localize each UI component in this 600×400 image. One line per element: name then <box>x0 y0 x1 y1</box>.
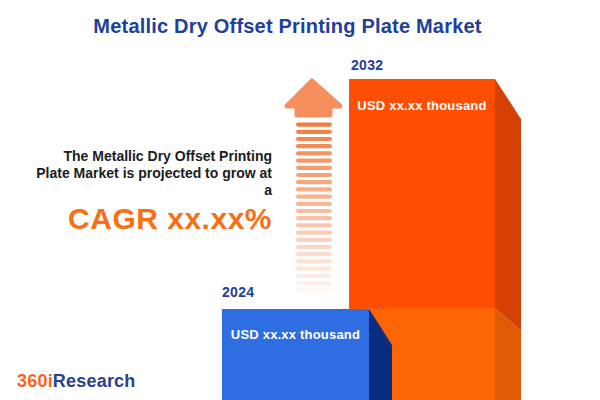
arrow-stripe <box>296 180 332 184</box>
arrow-stripe <box>296 209 332 213</box>
arrow-stripe <box>296 123 332 127</box>
arrow-stripe <box>296 187 332 191</box>
brand-logo-360i: 360i <box>17 371 53 391</box>
brand-logo: 360iResearch <box>17 371 136 392</box>
arrow-stripe <box>296 216 332 220</box>
bar-2032-year-label: 2032 <box>351 57 383 73</box>
arrow-stripe <box>296 259 332 263</box>
arrow-stripe <box>296 151 332 155</box>
arrow-stripe <box>296 223 332 227</box>
arrow-stripe <box>296 195 332 199</box>
arrow-stripe <box>296 267 332 271</box>
arrow-stripe <box>296 137 332 141</box>
bar-2032-side-upper <box>495 79 521 331</box>
arrow-stripe <box>296 252 332 256</box>
arrow-stripe <box>296 144 332 148</box>
arrow-stripe <box>296 238 332 242</box>
bar-2032-value-label: USD xx.xx thousand <box>349 98 495 113</box>
bar-2024-year-label: 2024 <box>222 284 254 300</box>
arrow-stripe <box>296 159 332 163</box>
arrow-stripe <box>296 166 332 170</box>
arrow-stripe <box>296 288 332 292</box>
arrow-stripe <box>296 130 332 134</box>
bar-2024-value-label: USD xx.xx thousand <box>222 327 369 342</box>
arrow-stripe <box>296 274 332 278</box>
arrow-stripe <box>296 281 332 285</box>
brand-logo-research: Research <box>53 371 136 391</box>
arrow-stripe <box>296 231 332 235</box>
arrow-stripe <box>296 173 332 177</box>
bar-2032-front-upper <box>349 79 495 309</box>
growth-arrow-stripes-icon <box>296 123 332 293</box>
growth-arrow-head-icon <box>287 81 340 115</box>
bar-2024-front <box>222 309 369 400</box>
arrow-stripe <box>296 245 332 249</box>
arrow-stripe <box>296 202 332 206</box>
